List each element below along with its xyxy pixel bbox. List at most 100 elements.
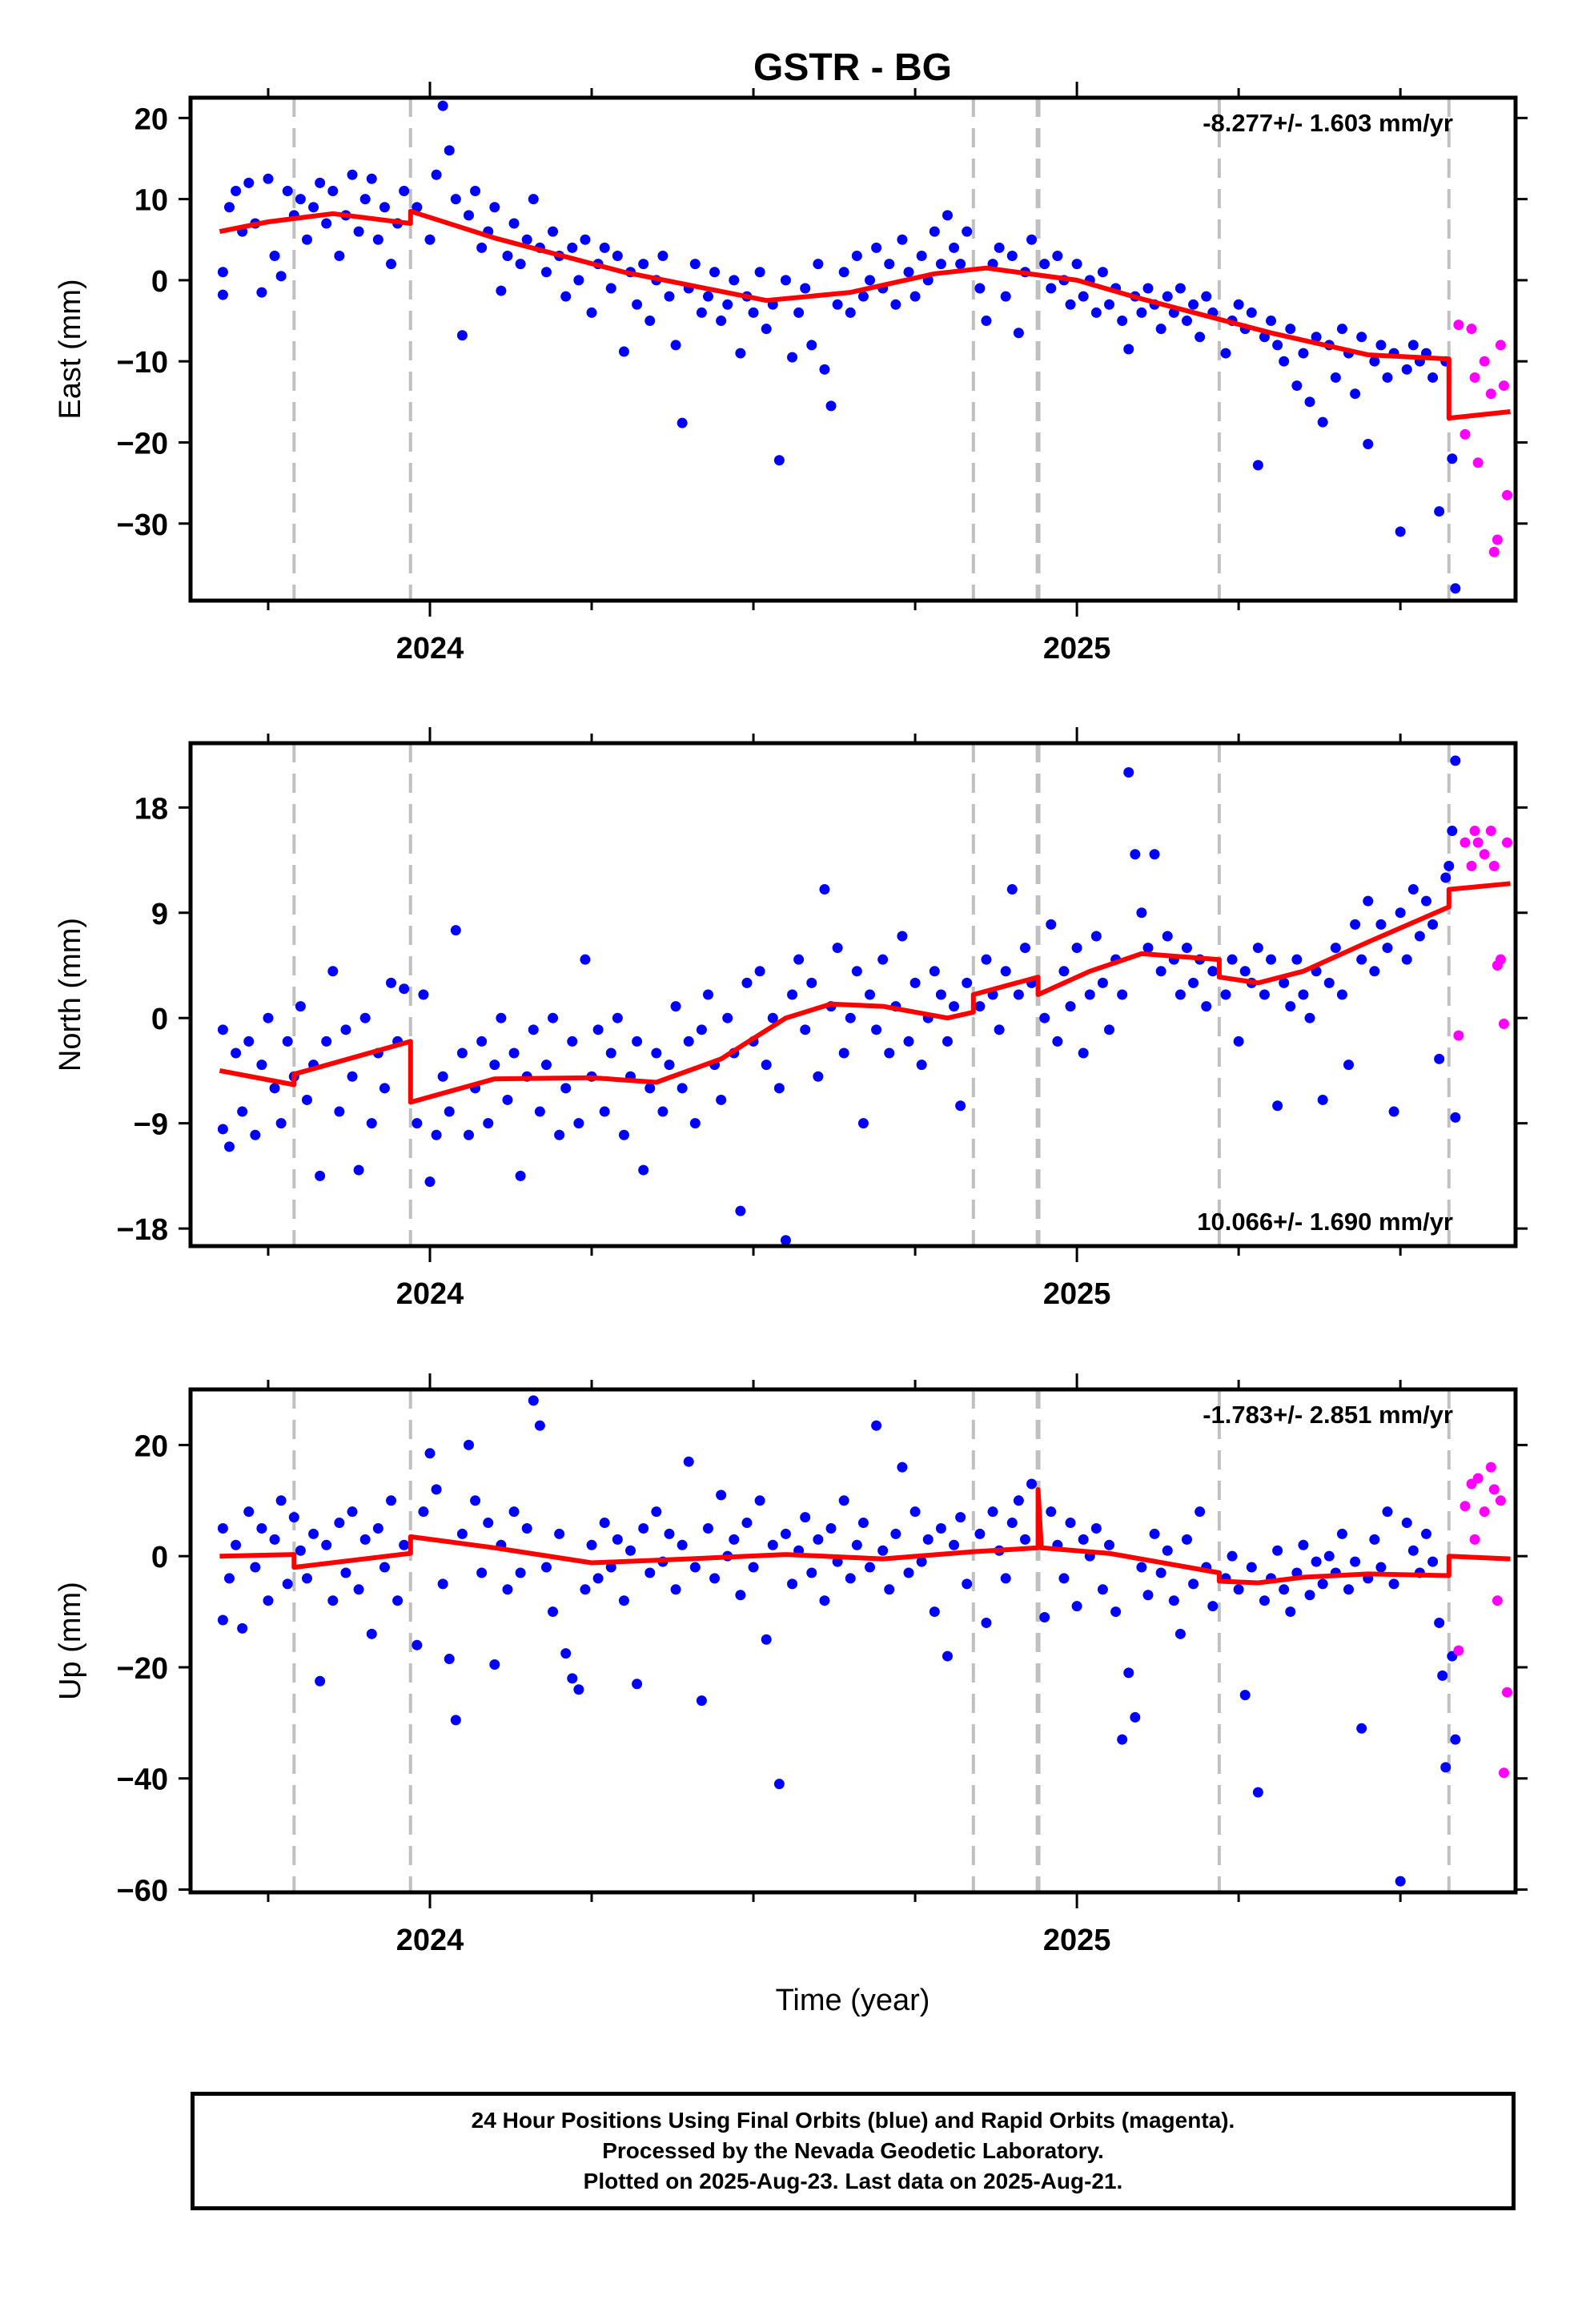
final-orbit-point bbox=[761, 324, 772, 335]
final-orbit-point bbox=[935, 259, 946, 270]
final-orbit-point bbox=[1317, 1578, 1328, 1590]
final-orbit-point bbox=[1350, 1556, 1361, 1567]
final-orbit-point bbox=[599, 1106, 610, 1117]
final-orbit-point bbox=[1343, 1584, 1355, 1595]
final-orbit-point bbox=[231, 1539, 242, 1550]
final-orbit-point bbox=[372, 1522, 383, 1534]
final-orbit-point bbox=[321, 218, 332, 229]
final-orbit-point bbox=[315, 1170, 326, 1181]
final-orbit-point bbox=[1272, 1545, 1283, 1556]
y-tick-label: 10 bbox=[135, 184, 168, 218]
final-orbit-point bbox=[431, 169, 442, 180]
final-orbit-point bbox=[851, 1539, 862, 1550]
rapid-orbit-point bbox=[1501, 1687, 1512, 1698]
final-orbit-point bbox=[301, 1573, 312, 1584]
final-orbit-point bbox=[851, 966, 862, 977]
final-orbit-point bbox=[909, 1506, 921, 1518]
final-orbit-point bbox=[243, 1506, 255, 1518]
final-orbit-point bbox=[1233, 299, 1244, 310]
final-orbit-point bbox=[1407, 340, 1419, 351]
final-orbit-point bbox=[1239, 1690, 1251, 1701]
final-orbit-point bbox=[722, 299, 733, 310]
rapid-orbit-point bbox=[1488, 546, 1500, 557]
final-orbit-point bbox=[1110, 1606, 1122, 1618]
final-orbit-point bbox=[1130, 849, 1141, 860]
final-orbit-point bbox=[437, 100, 448, 111]
final-orbit-point bbox=[1317, 1094, 1328, 1105]
final-orbit-point bbox=[1363, 895, 1374, 907]
final-orbit-point bbox=[689, 1118, 701, 1129]
y-tick-label: −9 bbox=[134, 1108, 168, 1142]
final-orbit-point bbox=[962, 226, 973, 237]
rapid-orbit-point bbox=[1472, 1473, 1484, 1484]
rapid-orbit-point bbox=[1485, 1462, 1496, 1473]
final-orbit-point bbox=[1162, 291, 1173, 302]
final-orbit-point bbox=[515, 1170, 526, 1181]
final-orbit-point bbox=[502, 1584, 513, 1595]
final-orbit-point bbox=[1052, 251, 1063, 262]
final-orbit-point bbox=[962, 1578, 973, 1590]
final-orbit-point bbox=[677, 417, 688, 428]
final-orbit-point bbox=[321, 1035, 332, 1047]
final-orbit-point bbox=[780, 1528, 791, 1539]
plot-area bbox=[217, 743, 1512, 1246]
rapid-orbit-point bbox=[1453, 1030, 1464, 1041]
final-orbit-point bbox=[386, 1495, 397, 1506]
final-orbit-point bbox=[1013, 989, 1024, 1000]
final-orbit-point bbox=[521, 1522, 532, 1534]
model-fit-line bbox=[219, 1486, 1511, 1586]
final-orbit-point bbox=[689, 259, 701, 270]
x-tick-label: 2024 bbox=[396, 632, 464, 665]
final-orbit-point bbox=[1375, 1562, 1387, 1573]
final-orbit-point bbox=[386, 259, 397, 270]
final-orbit-point bbox=[612, 1012, 623, 1023]
final-orbit-point bbox=[800, 1512, 811, 1523]
y-tick-label: 0 bbox=[151, 1003, 168, 1036]
final-orbit-point bbox=[897, 234, 908, 245]
final-orbit-point bbox=[832, 943, 843, 954]
footer-line-1: 24 Hour Positions Using Final Orbits (bl… bbox=[471, 2108, 1235, 2133]
final-orbit-point bbox=[955, 1512, 966, 1523]
final-orbit-point bbox=[813, 259, 824, 270]
y-tick-label: 0 bbox=[151, 265, 168, 299]
final-orbit-point bbox=[1291, 380, 1303, 392]
chart-title: GSTR - BG bbox=[753, 46, 952, 89]
final-orbit-point bbox=[884, 1584, 895, 1595]
rapid-orbit-point bbox=[1498, 380, 1509, 392]
final-orbit-point bbox=[625, 1545, 636, 1556]
final-orbit-point bbox=[412, 1118, 423, 1129]
final-orbit-point bbox=[1071, 943, 1082, 954]
final-orbit-point bbox=[560, 1083, 572, 1094]
final-orbit-point bbox=[1220, 989, 1231, 1000]
final-orbit-point bbox=[548, 1012, 559, 1023]
final-orbit-point bbox=[605, 283, 616, 294]
final-orbit-point bbox=[450, 194, 461, 205]
final-orbit-point bbox=[592, 1573, 604, 1584]
final-orbit-point bbox=[217, 289, 228, 300]
final-orbit-point bbox=[1155, 1567, 1166, 1578]
plot-frame bbox=[188, 741, 1518, 1248]
panel-3: 20 0 −20 −40 −60 2024 2025 Up (mm) -1.783+/- 2.8… bbox=[54, 1373, 1528, 1957]
final-orbit-point bbox=[353, 226, 364, 237]
final-orbit-point bbox=[735, 348, 746, 359]
final-orbit-point bbox=[929, 1606, 940, 1618]
final-orbit-point bbox=[554, 1528, 565, 1539]
final-orbit-point bbox=[748, 1562, 759, 1573]
final-orbit-point bbox=[651, 1047, 662, 1059]
final-orbit-point bbox=[256, 287, 267, 298]
y-tick-label: −20 bbox=[117, 427, 168, 460]
final-orbit-point bbox=[1246, 307, 1257, 318]
final-orbit-point bbox=[379, 1562, 390, 1573]
final-orbit-point bbox=[250, 1129, 261, 1140]
final-orbit-point bbox=[1298, 989, 1309, 1000]
final-orbit-point bbox=[1420, 895, 1431, 907]
final-orbit-point bbox=[1220, 348, 1231, 359]
rapid-orbit-point bbox=[1495, 954, 1506, 965]
velocity-rate-label: 10.066+/- 1.690 mm/yr bbox=[1197, 1208, 1453, 1236]
final-orbit-point bbox=[1090, 1522, 1102, 1534]
final-orbit-point bbox=[308, 202, 319, 213]
plot-frame bbox=[188, 95, 1518, 603]
y-tick-label: −10 bbox=[117, 346, 168, 380]
final-orbit-point bbox=[1450, 1112, 1461, 1123]
rapid-orbit-point bbox=[1466, 860, 1477, 871]
